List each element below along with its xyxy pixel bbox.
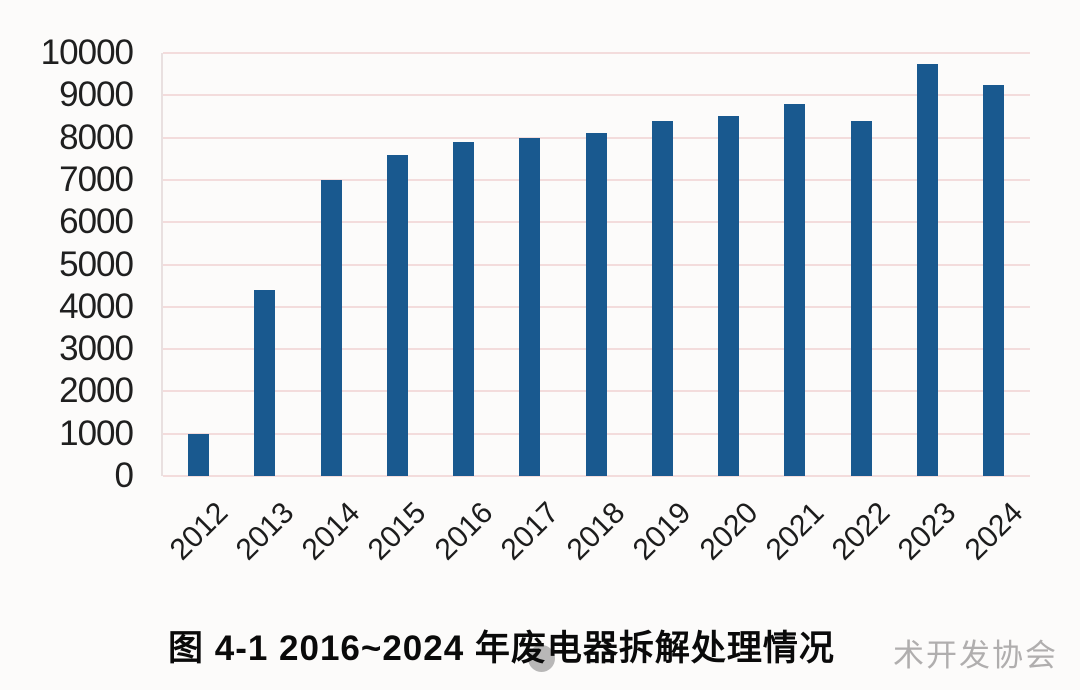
y-axis-label-10000: 10000 <box>40 33 134 72</box>
x-axis-label-2018: 2018 <box>560 496 632 567</box>
y-axis-label-5000: 5000 <box>59 244 134 284</box>
x-axis-label-2023: 2023 <box>892 496 963 567</box>
bar-2016 <box>453 141 474 476</box>
y-axis-label-4000: 4000 <box>59 286 134 326</box>
bar-2018 <box>585 133 607 476</box>
x-axis-label-2021: 2021 <box>759 496 831 567</box>
y-axis-label-9000: 9000 <box>59 75 134 115</box>
bar-2024 <box>983 84 1004 476</box>
x-axis-label-2019: 2019 <box>627 496 698 567</box>
bar-2013 <box>254 289 276 476</box>
y-axis-line <box>161 53 163 476</box>
bar-2017 <box>519 137 541 476</box>
x-axis-label-2020: 2020 <box>693 496 764 567</box>
y-axis-label-1000: 1000 <box>59 413 134 453</box>
figure-caption: 图 4-1 2016~2024 年废电器拆解处理情况 <box>168 629 835 668</box>
bar-2014 <box>320 179 342 476</box>
x-axis-label-2014: 2014 <box>295 496 367 567</box>
x-axis-label-2012: 2012 <box>163 496 234 567</box>
y-axis-label-8000: 8000 <box>59 117 134 157</box>
gridline-0 <box>163 475 1030 477</box>
x-axis-label-2022: 2022 <box>825 496 897 567</box>
watermark-logo-icon <box>528 645 555 672</box>
y-axis-label-0: 0 <box>114 456 134 495</box>
bar-2019 <box>651 120 673 476</box>
y-axis-label-2000: 2000 <box>59 371 134 411</box>
bar-2021 <box>784 103 806 476</box>
y-axis-label-6000: 6000 <box>59 202 134 242</box>
x-axis-label-2017: 2017 <box>494 496 566 567</box>
bar-2023 <box>916 63 938 476</box>
bar-2015 <box>386 154 408 476</box>
watermark-text: 术开发协会 <box>893 638 1058 673</box>
y-axis-label-3000: 3000 <box>59 329 134 369</box>
bar-2020 <box>718 116 739 476</box>
gridline-9000 <box>163 94 1030 97</box>
x-axis-label-2016: 2016 <box>428 496 499 567</box>
x-axis-label-2015: 2015 <box>362 496 433 567</box>
bar-chart: 0 1000 2000 3000 4000 5000 6000 7000 8000 9000 100… <box>40 33 1030 567</box>
bar-2012 <box>188 433 209 476</box>
x-axis-label-2013: 2013 <box>229 496 301 567</box>
y-axis-label-7000: 7000 <box>59 159 134 199</box>
x-axis-label-2024: 2024 <box>958 496 1029 567</box>
bar-2022 <box>850 120 872 476</box>
gridline-10000 <box>163 52 1030 54</box>
